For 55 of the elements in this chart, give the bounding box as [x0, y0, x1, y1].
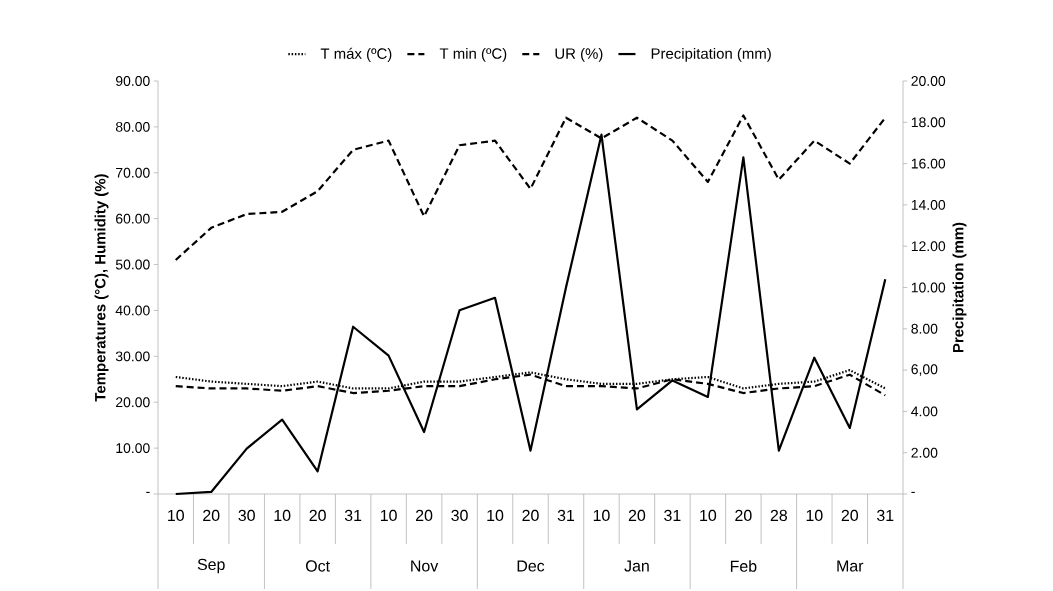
x-tick-label: 10: [806, 509, 823, 522]
x-tick-label: 31: [664, 509, 681, 522]
legend-label: T máx (ºC): [320, 47, 392, 62]
x-tick-label: 20: [628, 509, 646, 522]
x-tick-label: 20: [416, 509, 433, 522]
text: Feb: [730, 560, 757, 572]
y2-tick-label: 8.00: [911, 323, 938, 334]
y-tick-label: 30.00: [115, 351, 150, 362]
y2-axis-title: Precipitation (mm): [952, 222, 967, 353]
y-axis-title: Temperatures (°C), Humidity (%): [94, 174, 109, 402]
y-tick-label: 90.00: [115, 76, 150, 86]
x-tick-label: 10: [593, 509, 610, 522]
text: Jan: [624, 560, 649, 572]
y2-tick-label: 16.00: [911, 158, 946, 169]
y-tick-label: 10.00: [116, 443, 150, 454]
text: Oct: [306, 560, 330, 572]
x-tick-label: 20: [522, 509, 539, 522]
x-tick-label: 20: [309, 509, 326, 522]
x-tick-label: 10: [274, 509, 291, 522]
text: Mar: [837, 560, 864, 572]
x-tick-label: 10: [700, 509, 717, 522]
x-tick-label: 10: [168, 509, 184, 522]
x-tick-label: 28: [770, 509, 788, 522]
y2-tick-label: -: [911, 491, 915, 493]
y2-tick-label: 4.00: [911, 406, 938, 417]
y-tick-label: 20.00: [116, 397, 150, 408]
y2-tick-label: 2.00: [911, 447, 938, 458]
x-tick-label: 20: [203, 509, 220, 522]
x-tick-label: 31: [557, 509, 575, 522]
x-tick-label: 20: [735, 509, 752, 522]
y2-tick-label: 10.00: [911, 282, 946, 293]
legend-label: T min (ºC): [439, 47, 507, 62]
x-tick-label: 20: [841, 509, 859, 522]
legend-label: UR (%): [555, 47, 603, 62]
y-tick-label: 60.00: [116, 213, 150, 224]
x-tick-label: 30: [238, 509, 255, 522]
y-tick-label: 70.00: [116, 167, 150, 178]
x-tick-label: 30: [451, 509, 468, 522]
y-tick-label: 50.00: [115, 259, 150, 270]
x-tick-label: 31: [344, 509, 362, 522]
text: Dec: [517, 560, 545, 572]
x-tick-label: 31: [877, 509, 894, 522]
y2-tick-label: 20.00: [911, 76, 946, 86]
y-tick-label: 80.00: [115, 121, 150, 132]
text: Nov: [411, 560, 439, 572]
y2-tick-label: 6,00: [911, 364, 938, 376]
x-tick-label: 10: [380, 509, 397, 522]
x-tick-label: 10: [487, 509, 504, 522]
y-tick-label: 40.00: [115, 305, 150, 316]
legend-label: Precipitation (mm): [651, 47, 771, 62]
text: Sep: [197, 558, 225, 574]
y2-tick-label: 18.00: [911, 117, 946, 128]
y2-tick-label: 12.00: [911, 241, 946, 252]
y2-tick-label: 14.00: [911, 199, 946, 210]
y-tick-label: -: [146, 491, 150, 493]
